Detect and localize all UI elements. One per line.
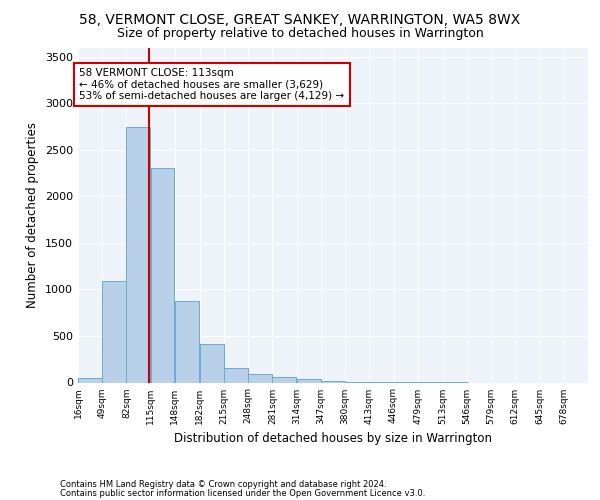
Bar <box>224 368 248 382</box>
Bar <box>127 126 150 382</box>
Bar <box>296 379 320 382</box>
Bar <box>151 168 175 382</box>
Bar <box>102 281 126 382</box>
Bar <box>272 378 296 382</box>
X-axis label: Distribution of detached houses by size in Warrington: Distribution of detached houses by size … <box>174 432 492 445</box>
Text: Contains public sector information licensed under the Open Government Licence v3: Contains public sector information licen… <box>60 490 425 498</box>
Bar <box>200 344 224 383</box>
Bar <box>321 380 345 382</box>
Text: 58 VERMONT CLOSE: 113sqm
← 46% of detached houses are smaller (3,629)
53% of sem: 58 VERMONT CLOSE: 113sqm ← 46% of detach… <box>79 68 344 101</box>
Bar <box>175 300 199 382</box>
Text: Size of property relative to detached houses in Warrington: Size of property relative to detached ho… <box>116 28 484 40</box>
Text: Contains HM Land Registry data © Crown copyright and database right 2024.: Contains HM Land Registry data © Crown c… <box>60 480 386 489</box>
Y-axis label: Number of detached properties: Number of detached properties <box>26 122 40 308</box>
Bar <box>78 378 102 382</box>
Bar <box>248 374 272 382</box>
Text: 58, VERMONT CLOSE, GREAT SANKEY, WARRINGTON, WA5 8WX: 58, VERMONT CLOSE, GREAT SANKEY, WARRING… <box>79 12 521 26</box>
